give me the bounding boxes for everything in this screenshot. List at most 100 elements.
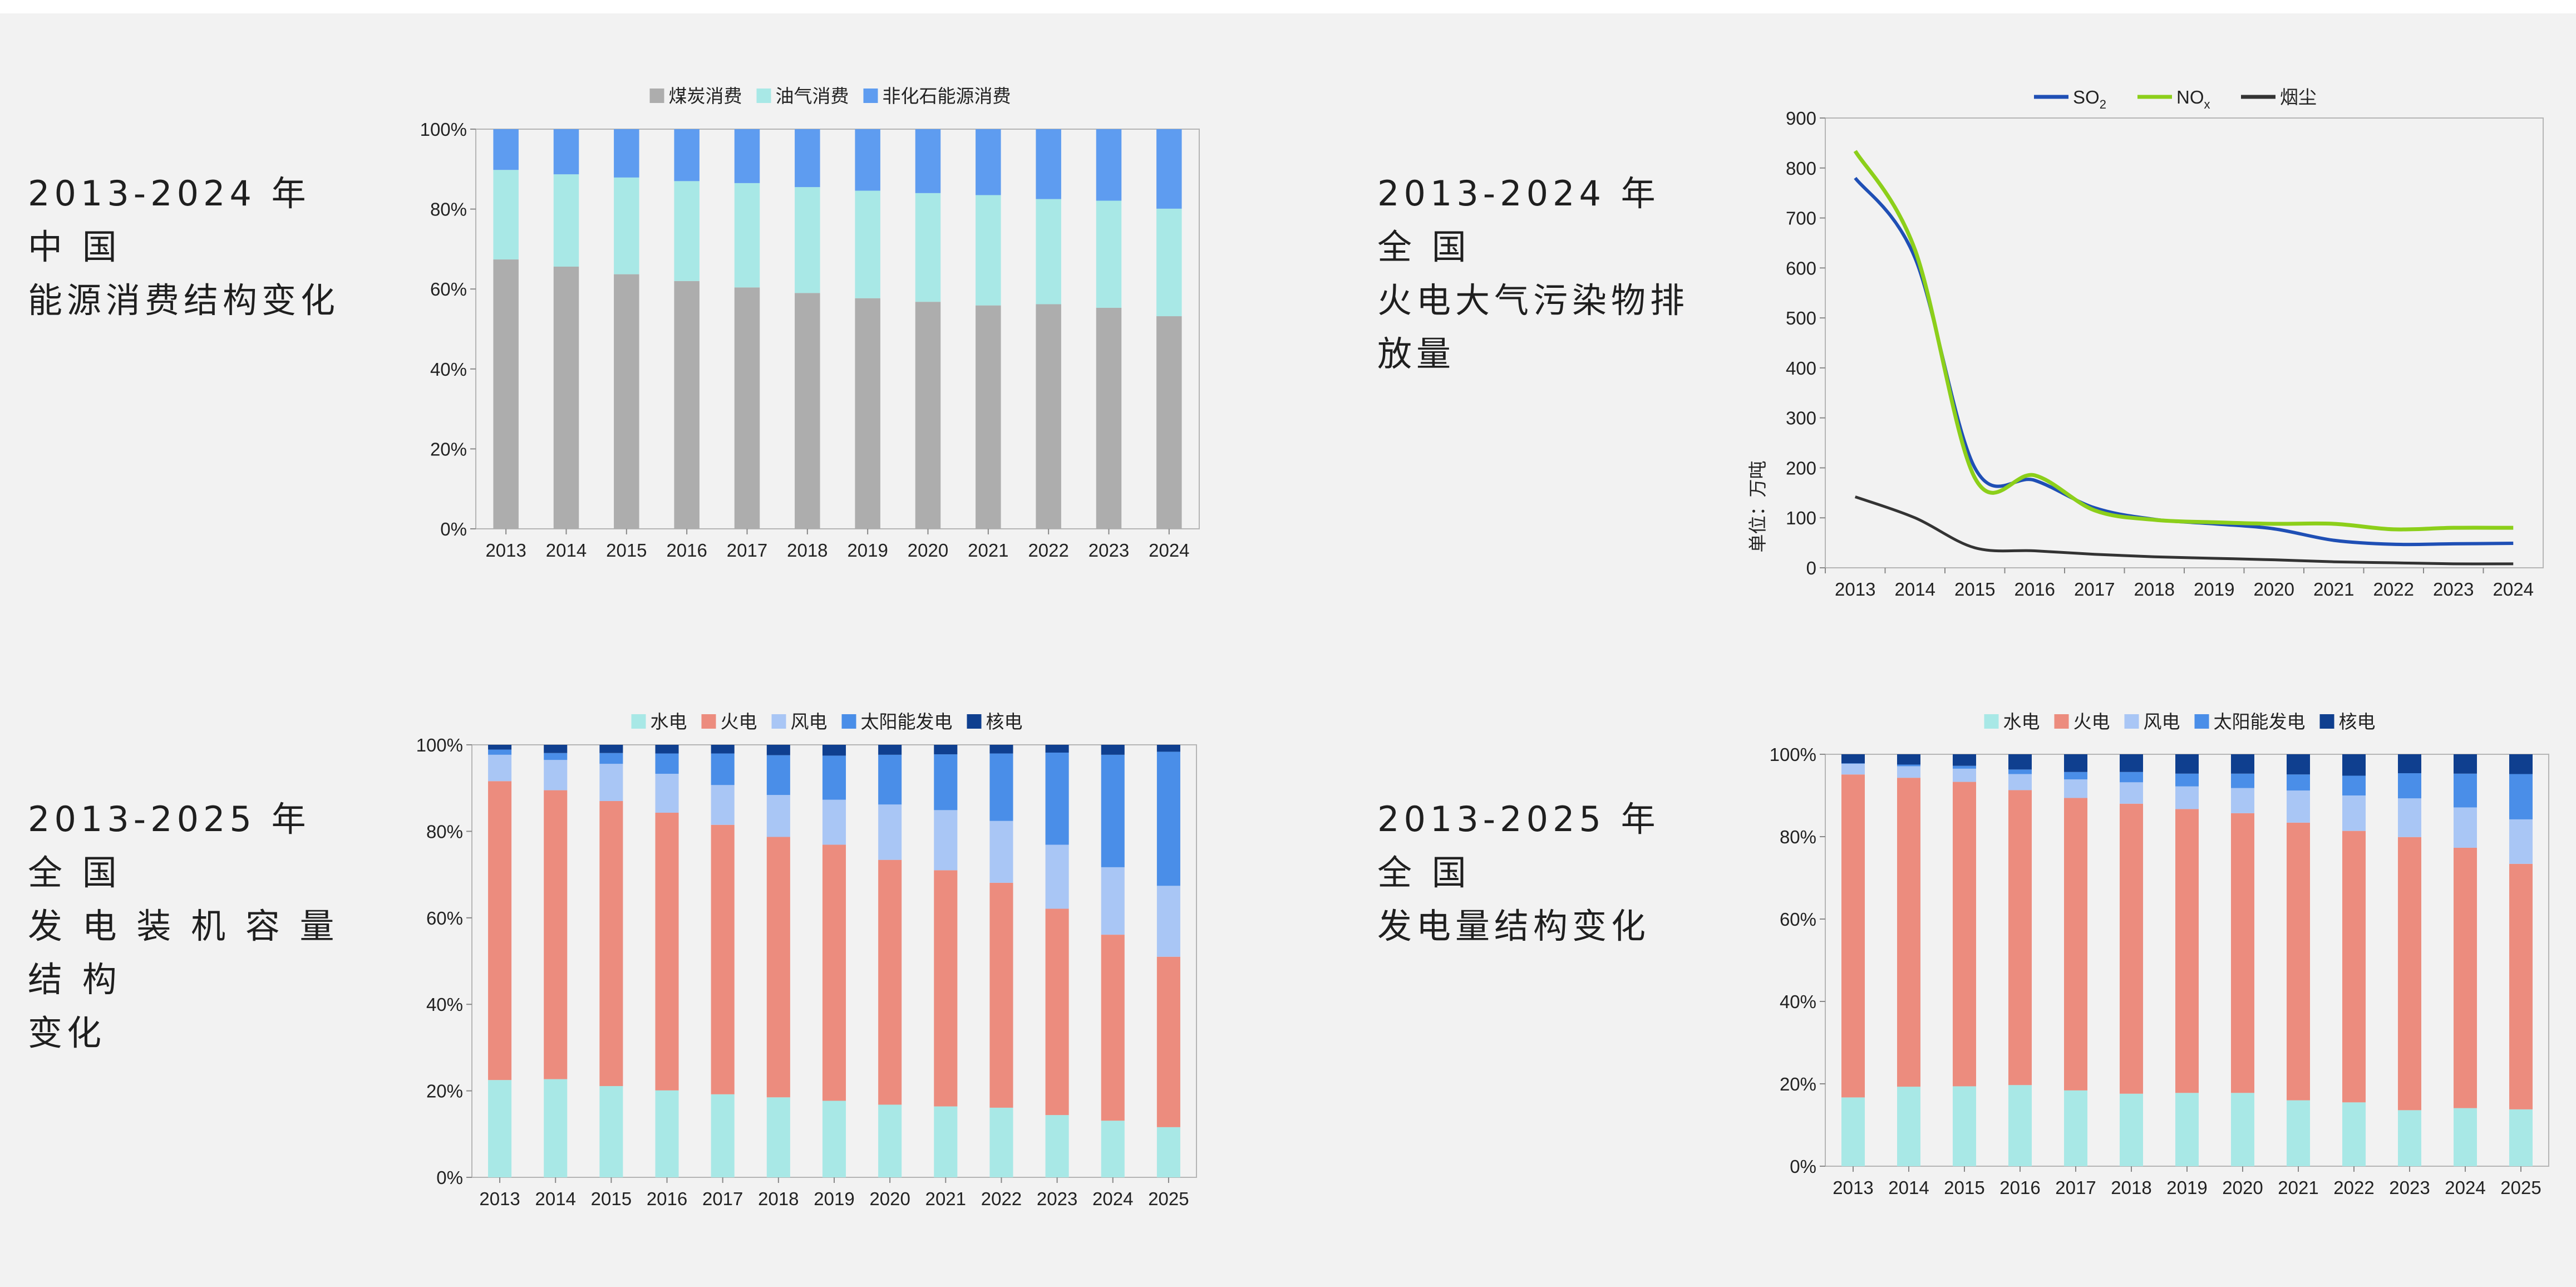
x-tick-label: 2014 <box>1888 1177 1929 1198</box>
bar-油气消费-2022 <box>1036 199 1061 304</box>
x-tick-label: 2016 <box>2014 579 2055 600</box>
bar-火电-2013 <box>1841 774 1865 1098</box>
x-tick-label: 2021 <box>2278 1177 2318 1198</box>
bar-核电-2022 <box>2342 754 2366 776</box>
bar-核电-2013 <box>1841 754 1865 764</box>
bar-太阳能发电-2019 <box>822 755 846 800</box>
bar-火电-2017 <box>711 824 735 1094</box>
x-tick-label: 2021 <box>2313 579 2354 600</box>
bar-火电-2015 <box>1953 782 1976 1087</box>
bar-煤炭消费-2022 <box>1036 304 1061 529</box>
bar-油气消费-2024 <box>1156 208 1182 317</box>
bar-水电-2015 <box>599 1086 623 1177</box>
x-tick-label: 2017 <box>2074 579 2115 600</box>
y-tick-label: 200 <box>1786 458 1816 478</box>
legend-label: 水电 <box>651 711 687 732</box>
bar-火电-2014 <box>544 790 568 1079</box>
legend-swatch <box>771 714 786 729</box>
x-tick-label: 2014 <box>1895 579 1935 600</box>
legend-swatch <box>756 89 771 103</box>
bar-煤炭消费-2016 <box>674 281 700 529</box>
bar-非化石能源消费-2023 <box>1096 129 1122 201</box>
bar-太阳能发电-2014 <box>1897 764 1920 767</box>
bar-风电-2013 <box>1841 764 1865 775</box>
bar-太阳能发电-2019 <box>2175 773 2199 787</box>
bar-火电-2022 <box>989 882 1013 1108</box>
legend-item-火电: 火电 <box>2054 711 2110 732</box>
x-tick-label: 2018 <box>2134 579 2175 600</box>
bar-太阳能发电-2016 <box>655 753 679 774</box>
bar-太阳能发电-2021 <box>934 754 958 810</box>
bar-水电-2013 <box>488 1080 512 1177</box>
x-tick-label: 2015 <box>1954 579 1995 600</box>
bar-太阳能发电-2016 <box>2008 769 2032 774</box>
bar-核电-2018 <box>766 745 790 755</box>
legend-swatch <box>701 714 716 729</box>
bar-太阳能发电-2013 <box>1841 763 1865 764</box>
bar-核电-2016 <box>2008 754 2032 770</box>
legend-subscript: 2 <box>2100 97 2106 111</box>
y-tick-label: 80% <box>1780 827 1816 847</box>
bar-风电-2015 <box>599 764 623 802</box>
bar-风电-2015 <box>1953 768 1976 782</box>
y-tick-label: 40% <box>1780 991 1816 1012</box>
x-tick-label: 2017 <box>2055 1177 2096 1198</box>
top-strip <box>0 0 2576 13</box>
bar-火电-2014 <box>1897 778 1920 1087</box>
bar-非化石能源消费-2022 <box>1036 129 1061 199</box>
bar-核电-2016 <box>655 745 679 754</box>
bar-核电-2019 <box>2175 754 2199 774</box>
legend-label: 煤炭消费 <box>669 86 742 106</box>
bar-煤炭消费-2015 <box>614 274 639 529</box>
bar-火电-2015 <box>599 801 623 1087</box>
bar-油气消费-2019 <box>855 190 880 298</box>
bar-油气消费-2021 <box>976 195 1001 306</box>
bar-风电-2018 <box>766 795 790 837</box>
bar-风电-2024 <box>1101 867 1125 935</box>
bar-风电-2022 <box>989 821 1013 883</box>
legend-label: 烟尘 <box>2280 87 2317 107</box>
legend-swatch <box>2194 714 2209 729</box>
bar-火电-2025 <box>1156 956 1180 1127</box>
bar-煤炭消费-2019 <box>855 298 880 529</box>
legend-item-核电: 核电 <box>2319 711 2376 732</box>
bar-风电-2021 <box>934 810 958 871</box>
bar-太阳能发电-2017 <box>711 753 735 785</box>
x-tick-label: 2019 <box>2194 579 2234 600</box>
bar-火电-2017 <box>2064 798 2087 1090</box>
bar-水电-2018 <box>766 1097 790 1177</box>
bar-太阳能发电-2018 <box>2120 772 2143 783</box>
bar-核电-2019 <box>822 745 846 756</box>
bar-核电-2020 <box>878 745 902 755</box>
bar-核电-2014 <box>544 745 568 753</box>
bar-风电-2023 <box>2398 798 2421 837</box>
x-tick-label: 2024 <box>2493 579 2534 600</box>
x-tick-label: 2015 <box>606 540 647 561</box>
y-tick-label: 40% <box>426 994 463 1015</box>
y-tick-label: 900 <box>1786 108 1816 129</box>
bar-火电-2023 <box>1045 908 1069 1116</box>
y-tick-label: 0% <box>440 519 467 539</box>
bar-太阳能发电-2022 <box>989 753 1013 821</box>
y-tick-label: 800 <box>1786 158 1816 179</box>
legend-label: 火电 <box>721 711 757 732</box>
y-tick-label: 60% <box>430 279 467 299</box>
y-tick-label: 0 <box>1806 558 1816 578</box>
section-title-generation: 2013-2025 年 全 国 发电量结构变化 <box>1377 793 1711 953</box>
x-tick-label: 2025 <box>1148 1188 1189 1209</box>
bar-风电-2019 <box>822 799 846 845</box>
bar-火电-2024 <box>2454 847 2477 1108</box>
bar-煤炭消费-2017 <box>734 287 760 529</box>
bar-风电-2018 <box>2120 782 2143 804</box>
legend-label: 风电 <box>2144 711 2180 732</box>
bar-风电-2025 <box>1156 886 1180 957</box>
x-tick-label: 2014 <box>535 1188 576 1209</box>
bar-核电-2023 <box>2398 754 2421 774</box>
bar-太阳能发电-2014 <box>544 753 568 760</box>
bar-风电-2025 <box>2509 819 2533 864</box>
legend-item-太阳能发电: 太阳能发电 <box>841 711 953 732</box>
bar-油气消费-2015 <box>614 177 639 274</box>
legend-item-煤炭消费: 煤炭消费 <box>649 86 742 106</box>
x-tick-label: 2022 <box>2333 1177 2374 1198</box>
